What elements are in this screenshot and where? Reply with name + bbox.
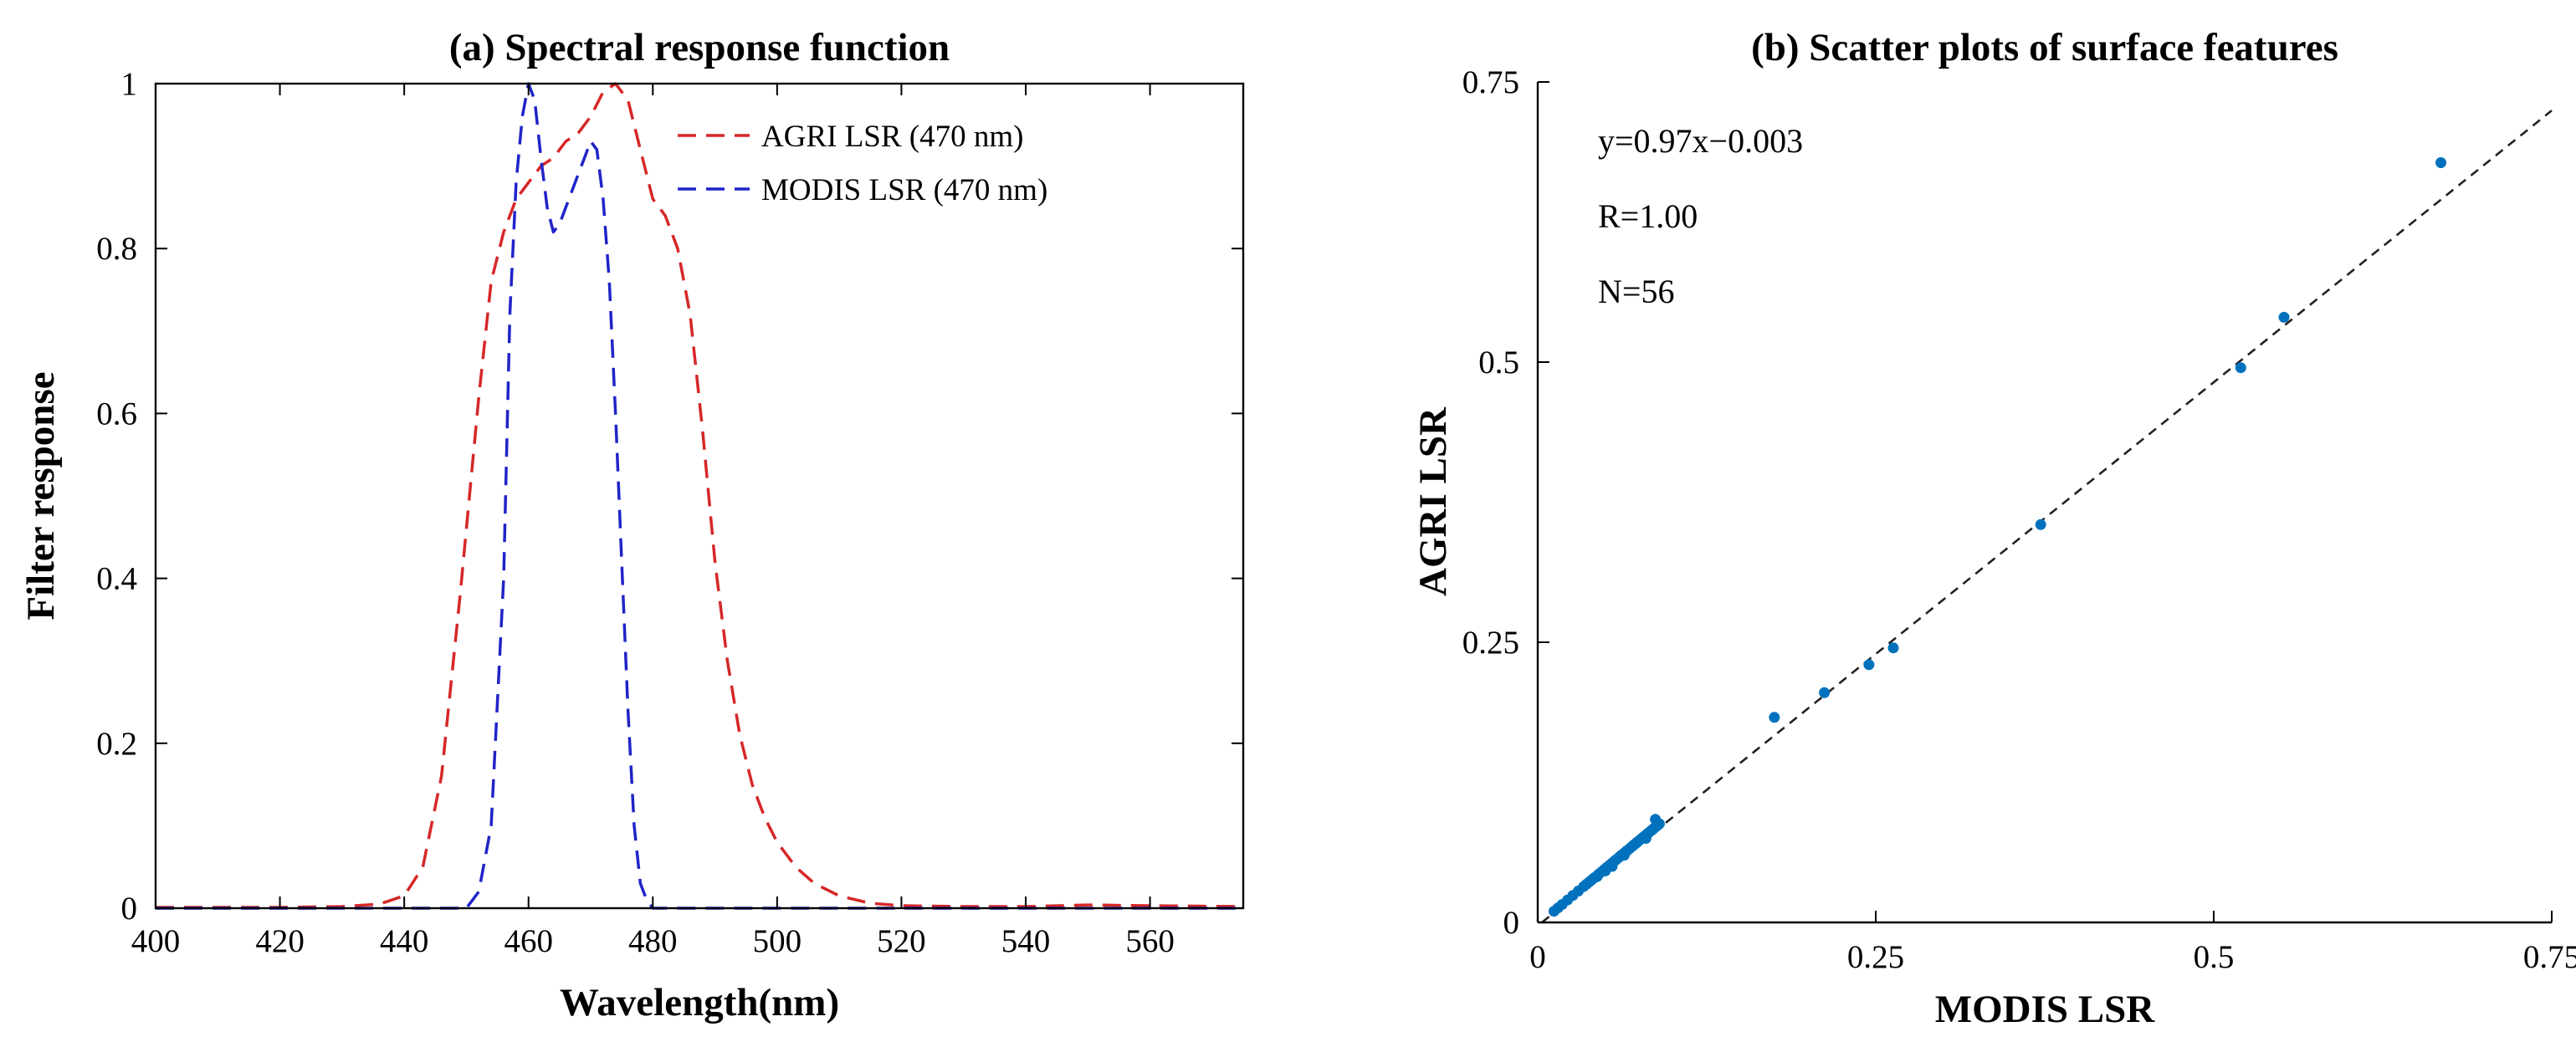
- x-tick-label: 440: [380, 923, 429, 959]
- x-axis-label: Wavelength(nm): [560, 981, 839, 1024]
- x-tick-label: 460: [504, 923, 553, 959]
- chart-title: (b) Scatter plots of surface features: [1751, 26, 2338, 69]
- data-point: [1629, 838, 1641, 850]
- y-axis-label: AGRI LSR: [1411, 406, 1455, 596]
- y-tick-label: 1: [121, 66, 138, 102]
- x-tick-label: 0.5: [2194, 939, 2235, 975]
- chart-title: (a) Spectral response function: [449, 26, 950, 69]
- x-axis-ticks: 400 420 440 460 480 500 520 540 560: [131, 84, 1175, 959]
- x-axis-label: MODIS LSR: [1935, 988, 2156, 1031]
- x-tick-label: 500: [753, 923, 802, 959]
- y-tick-label: 0.8: [96, 231, 137, 267]
- legend: AGRI LSR (470 nm) MODIS LSR (470 nm): [678, 120, 1047, 207]
- x-tick-label: 0.25: [1847, 939, 1904, 975]
- y-tick-label: 0.75: [1462, 64, 1519, 100]
- data-point: [1591, 871, 1603, 882]
- x-tick-label: 540: [1001, 923, 1051, 959]
- x-tick-label: 0.75: [2523, 939, 2576, 975]
- data-point: [1863, 659, 1875, 671]
- plot-frame: [154, 82, 1245, 910]
- y-tick-label: 0.6: [96, 396, 137, 432]
- x-axis-ticks: 0 0.25 0.5 0.75: [1529, 911, 2576, 975]
- series-layer: [156, 82, 1244, 910]
- x-tick-label: 0: [1529, 939, 1546, 975]
- series-line-modis: [156, 82, 1243, 910]
- spectral-response-panel: (a) Spectral response function 400 420 440…: [19, 26, 1245, 1024]
- correlation-value: R=1.00: [1598, 197, 1698, 235]
- data-point: [2035, 518, 2046, 530]
- legend-label-modis: MODIS LSR (470 nm): [761, 173, 1047, 207]
- data-point: [2235, 362, 2246, 374]
- y-axis-label: Filter response: [19, 371, 63, 620]
- data-point: [1887, 642, 1899, 654]
- y-tick-label: 0.5: [1478, 345, 1519, 381]
- y-axis-ticks: 0 0.2 0.4 0.6 0.8 1: [96, 66, 1243, 927]
- x-tick-label: 520: [877, 923, 926, 959]
- x-tick-label: 560: [1125, 923, 1175, 959]
- data-point: [2278, 311, 2290, 323]
- data-point: [1618, 850, 1630, 861]
- legend-label-agri: AGRI LSR (470 nm): [761, 120, 1023, 154]
- y-tick-label: 0: [1503, 905, 1520, 941]
- y-tick-label: 0.2: [96, 726, 137, 762]
- points-layer: [1548, 157, 2446, 917]
- series-line-agri: [156, 82, 1244, 909]
- data-point: [1769, 712, 1780, 723]
- sample-count: N=56: [1598, 273, 1674, 310]
- x-tick-label: 420: [255, 923, 305, 959]
- y-tick-label: 0.4: [96, 561, 137, 597]
- data-point: [1580, 878, 1592, 890]
- x-tick-label: 400: [131, 923, 181, 959]
- x-tick-label: 480: [628, 923, 678, 959]
- y-tick-label: 0.25: [1462, 625, 1519, 661]
- y-axis-ticks: 0 0.25 0.5 0.75: [1462, 64, 1549, 941]
- axes: [1536, 82, 2552, 924]
- data-point: [2435, 157, 2446, 168]
- regression-equation: y=0.97x−0.003: [1598, 122, 1803, 160]
- data-point: [1640, 833, 1652, 844]
- data-point: [1650, 814, 1662, 825]
- data-point: [1819, 687, 1831, 698]
- y-tick-label: 0: [121, 891, 138, 927]
- data-point: [1600, 865, 1611, 876]
